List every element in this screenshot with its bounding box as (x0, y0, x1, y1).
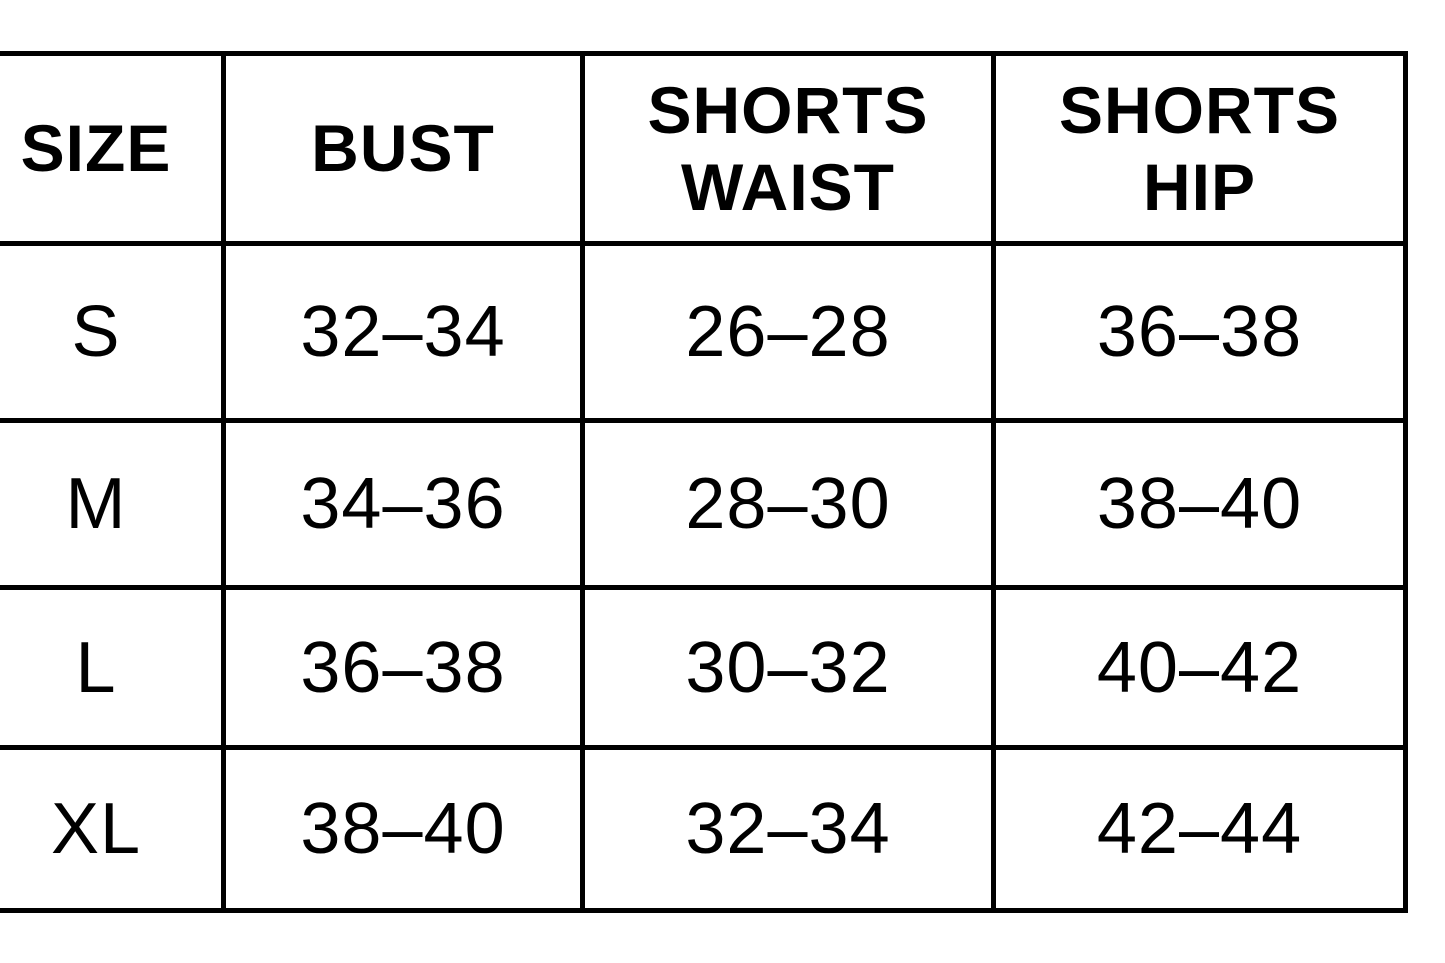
table-row: L 36–38 30–32 40–42 (0, 585, 1408, 750)
header-text: SHORTS (1058, 72, 1341, 147)
header-text: BUST (311, 111, 495, 185)
table-row: M 34–36 28–30 38–40 (0, 418, 1408, 590)
cell-size: M (0, 418, 226, 590)
cell-size: S (0, 241, 226, 423)
cell-shorts-hip: 36–38 (991, 241, 1408, 423)
cell-shorts-waist: 28–30 (580, 418, 996, 590)
cell-bust: 36–38 (221, 585, 585, 750)
table-row: S 32–34 26–28 36–38 (0, 241, 1408, 423)
header-row: SIZE BUST SHORTS WAIST SHORTS HIP (0, 51, 1408, 246)
cell-size: L (0, 585, 226, 750)
cell-shorts-hip: 42–44 (991, 745, 1408, 913)
header-size: SIZE (0, 51, 226, 246)
cell-shorts-waist: 30–32 (580, 585, 996, 750)
header-text: HIP (1142, 149, 1257, 224)
size-chart-table: SIZE BUST SHORTS WAIST SHORTS HIP S 32–34 … (0, 51, 1408, 913)
header-text: SIZE (20, 111, 172, 185)
cell-bust: 34–36 (221, 418, 585, 590)
cell-shorts-waist: 26–28 (580, 241, 996, 423)
cell-bust: 38–40 (221, 745, 585, 913)
header-text: WAIST (681, 149, 895, 224)
cell-shorts-hip: 40–42 (991, 585, 1408, 750)
cell-size: XL (0, 745, 226, 913)
cell-shorts-waist: 32–34 (580, 745, 996, 913)
cell-shorts-hip: 38–40 (991, 418, 1408, 590)
header-shorts-hip: SHORTS HIP (991, 51, 1408, 246)
header-text: SHORTS (647, 72, 929, 147)
header-shorts-waist: SHORTS WAIST (580, 51, 996, 246)
cell-bust: 32–34 (221, 241, 585, 423)
table-row: XL 38–40 32–34 42–44 (0, 745, 1408, 913)
header-bust: BUST (221, 51, 585, 246)
